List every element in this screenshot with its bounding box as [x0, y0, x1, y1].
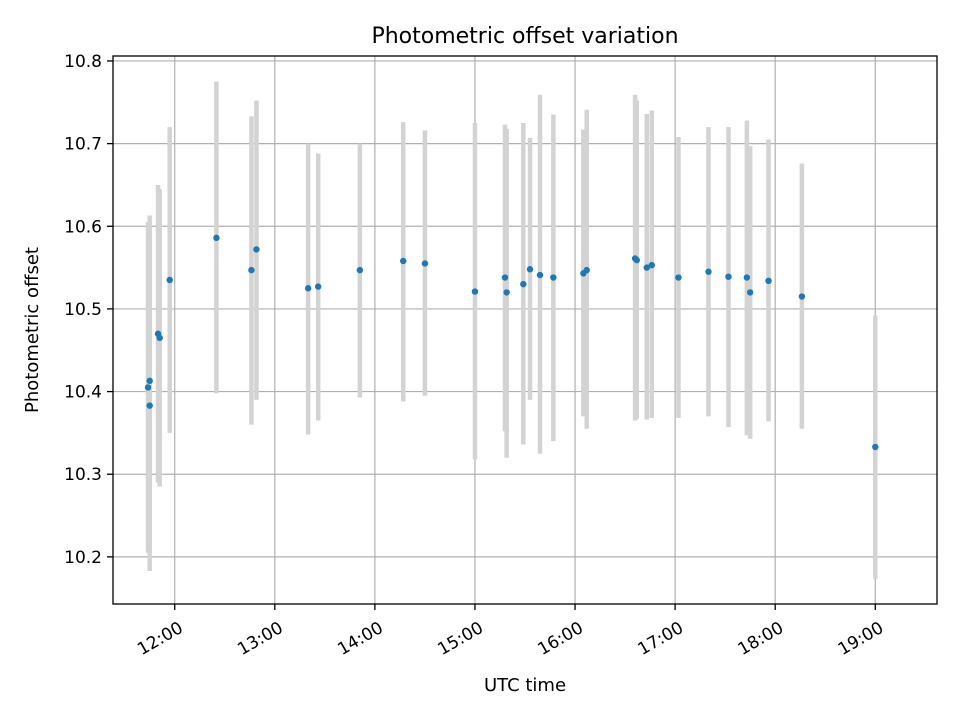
data-point — [253, 246, 260, 253]
data-point — [471, 288, 479, 295]
y-tick-label: 10.7 — [64, 135, 102, 155]
data-point — [633, 256, 640, 264]
data-point — [798, 293, 806, 300]
data-points — [144, 234, 879, 451]
x-axis-label: UTC time — [484, 675, 566, 696]
data-point — [156, 334, 163, 342]
x-tick-label: 15:00 — [434, 618, 486, 660]
data-point — [746, 289, 754, 296]
data-point — [705, 268, 712, 275]
x-tick-label: 19:00 — [835, 618, 887, 660]
data-point — [765, 277, 772, 285]
x-tick-label: 13:00 — [234, 618, 286, 660]
data-point — [166, 276, 173, 284]
data-point — [304, 285, 312, 292]
data-point — [743, 274, 751, 281]
data-point — [421, 260, 429, 267]
y-tick-label: 10.2 — [64, 548, 102, 568]
data-point — [520, 280, 527, 288]
error-bars — [145, 81, 878, 580]
x-tick-label: 12:00 — [134, 618, 186, 660]
data-point — [503, 289, 510, 296]
chart-title: Photometric offset variation — [371, 24, 678, 49]
data-point — [643, 264, 650, 271]
data-point — [144, 384, 152, 391]
data-point — [648, 261, 655, 269]
y-tick-label: 10.6 — [64, 217, 102, 237]
data-point — [725, 273, 732, 280]
data-point — [583, 266, 590, 274]
data-point — [536, 271, 544, 279]
y-axis-label: Photometric offset — [22, 247, 43, 413]
y-axis-ticks: 10.2 10.3 10.4 10.5 10.6 10.7 10.8 — [64, 52, 113, 568]
data-point — [501, 274, 509, 281]
data-point — [526, 266, 534, 273]
data-point — [248, 266, 255, 274]
x-tick-label: 16:00 — [534, 618, 586, 660]
data-point — [400, 257, 407, 265]
data-point — [872, 443, 879, 451]
y-tick-label: 10.3 — [64, 465, 102, 485]
plot-area-frame — [112, 55, 938, 605]
data-point — [550, 274, 557, 281]
x-tick-label: 17:00 — [635, 618, 687, 660]
x-tick-label: 14:00 — [334, 618, 386, 660]
y-tick-label: 10.8 — [64, 52, 102, 72]
data-point — [675, 274, 682, 281]
x-axis-ticks: 12:00 13:00 14:00 15:00 16:00 17:00 18:00 19:00 — [134, 604, 887, 660]
data-point — [314, 283, 322, 290]
data-point — [213, 234, 220, 242]
y-tick-label: 10.5 — [64, 300, 102, 320]
data-point — [146, 377, 153, 385]
data-point — [356, 266, 364, 274]
x-tick-label: 18:00 — [735, 618, 787, 660]
data-point — [146, 402, 153, 409]
y-tick-label: 10.4 — [64, 383, 102, 403]
